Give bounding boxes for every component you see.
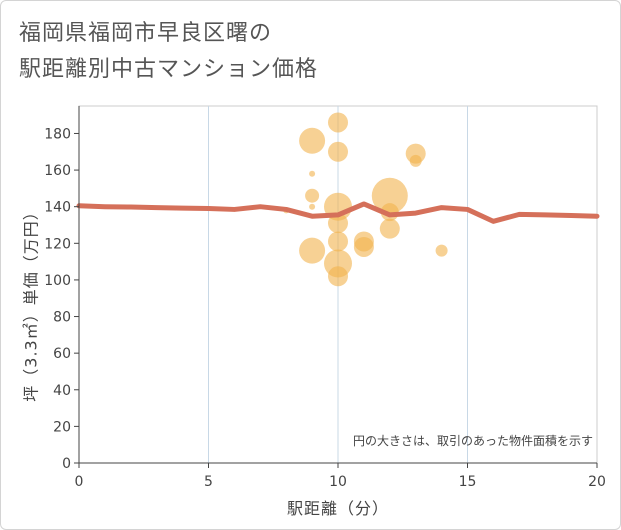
trend-line [76,201,600,224]
y-tick-label-80: 80 [53,310,71,326]
x-tick-label-0: 0 [75,474,84,490]
scatter-point-1 [309,170,316,177]
y-tick-label-40: 40 [53,383,71,399]
scatter-point-12 [328,266,348,287]
scatter-point-17 [379,218,400,239]
chart-title-line-2: 駅距離別中古マンション価格 [19,57,319,82]
y-tick-label-120: 120 [44,236,71,252]
scatter-point-3 [309,203,316,210]
scatter-point-4 [299,237,326,264]
scatter-point-10 [328,231,348,252]
y-tick-label-60: 60 [53,346,71,362]
scatter-point-7 [328,141,348,162]
scatter-point-20 [435,244,448,257]
scatter-point-6 [328,112,348,133]
scatter-point-2 [305,188,320,203]
x-tick-label-15: 15 [459,474,477,490]
scatter-point-0 [299,127,326,154]
scatter-series [283,112,448,287]
y-tick-label-180: 180 [44,126,71,142]
x-tick-label-10: 10 [329,474,347,490]
y-axis-title: 坪（3.3㎡）単価（万円） [22,203,41,401]
x-tick-label-5: 5 [204,474,213,490]
x-axis-title: 駅距離（分） [287,499,389,518]
scatter-point-19 [409,154,422,167]
trend-line-series [76,201,600,224]
y-tick-label-100: 100 [44,273,71,289]
x-tick-label-20: 20 [588,474,606,490]
chart-title-line-1: 福岡県福岡市早良区曙の [19,21,273,46]
scatter-point-14 [353,236,374,257]
scatter-point-15 [371,177,408,214]
y-tick-label-140: 140 [44,200,71,216]
y-tick-label-0: 0 [62,456,71,472]
axes: 0 20 40 60 80 100 120 140 160 180 0 5 10 15 20 [44,106,606,490]
scatter-point-9 [328,213,348,234]
y-tick-label-160: 160 [44,163,71,179]
y-tick-label-20: 20 [53,419,71,435]
bubble-size-note: 円の大きさは、取引のあった物件面積を示す [353,433,593,448]
